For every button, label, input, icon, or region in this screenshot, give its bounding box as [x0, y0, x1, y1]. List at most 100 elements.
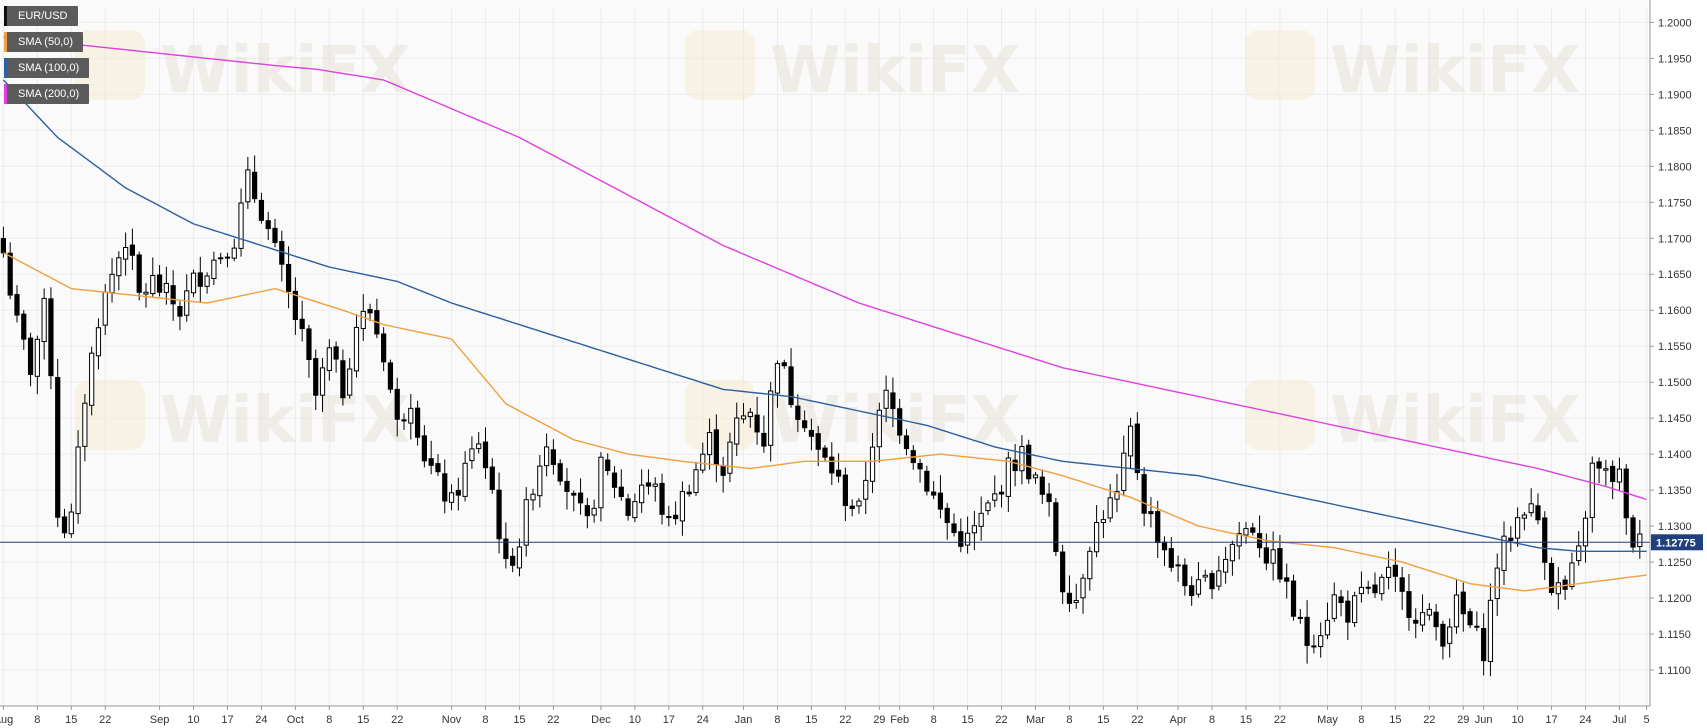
x-tick-label: 15 [805, 714, 817, 726]
y-tick-label: 1.1300 [1658, 521, 1692, 533]
candle [482, 427, 489, 479]
candle-body [1229, 543, 1236, 562]
candle-body [448, 492, 455, 503]
candle [754, 396, 760, 445]
candle-body [224, 256, 231, 259]
x-tick-label: 22 [995, 714, 1007, 726]
candle-body [740, 415, 747, 420]
grid [0, 8, 1650, 706]
candle [1352, 591, 1358, 628]
candle-body [1399, 577, 1405, 592]
x-tick-label: 8 [931, 714, 937, 726]
candle-body [1087, 550, 1093, 580]
candle [61, 508, 68, 539]
candle [842, 467, 848, 521]
candle [489, 458, 495, 494]
candle-body [326, 347, 332, 371]
candle-body [190, 272, 197, 294]
candle-body [1134, 423, 1140, 474]
candle-body [510, 555, 516, 566]
candle-body [727, 441, 733, 474]
candle [442, 459, 448, 514]
candle [516, 538, 523, 577]
candle-body [177, 306, 183, 317]
candle [544, 433, 550, 477]
candle [693, 461, 699, 496]
candle-body [1189, 585, 1195, 597]
candle-body [679, 491, 686, 522]
candle-body [197, 272, 203, 287]
candle [285, 246, 292, 309]
candle [1453, 578, 1460, 634]
candle [1481, 613, 1487, 676]
candle-body [265, 220, 271, 230]
candle [1426, 602, 1432, 621]
candle [1304, 600, 1310, 664]
candle [224, 252, 231, 268]
candle [1447, 618, 1453, 658]
y-tick-label: 1.1100 [1658, 665, 1691, 677]
sma-50-line [3, 252, 1647, 592]
candle [116, 251, 122, 291]
candle [856, 498, 862, 514]
candle-body [1168, 548, 1174, 568]
candle-body [129, 244, 136, 256]
candle [469, 436, 475, 469]
candle-body [564, 480, 570, 492]
candle-body [1032, 474, 1039, 479]
candle [1053, 497, 1059, 557]
candle-body [238, 202, 244, 249]
candle [1521, 511, 1527, 531]
candle-body [673, 514, 679, 520]
candle-body [252, 171, 258, 200]
candle [1073, 583, 1079, 609]
candle [1392, 548, 1398, 592]
candle-body [863, 479, 869, 500]
candle [129, 228, 136, 270]
candle-body [1223, 558, 1229, 573]
candle-body [333, 346, 339, 360]
candle-body [421, 435, 427, 462]
candle-body [1060, 551, 1066, 593]
candle [238, 188, 244, 257]
legend-label: EUR/USD [18, 10, 68, 22]
candle [727, 432, 733, 483]
candle [170, 270, 176, 321]
candle [245, 156, 251, 209]
candle-body [1345, 600, 1351, 623]
candle [1060, 544, 1066, 604]
candle-body [1379, 576, 1385, 595]
x-tick-label: Apr [1170, 714, 1187, 726]
candle [299, 300, 305, 342]
candle [272, 218, 278, 248]
candle-body [27, 337, 34, 375]
candle [510, 548, 516, 573]
candle-body [136, 254, 142, 293]
candle [1338, 589, 1344, 617]
candle-body [1236, 532, 1242, 547]
candle-body [401, 419, 407, 422]
candle [985, 499, 991, 515]
candle [1263, 533, 1269, 571]
x-tick-label: 8 [482, 714, 488, 726]
candle-body [143, 291, 149, 295]
last-price-tag [1651, 534, 1703, 551]
candle-body [781, 362, 787, 367]
legend-label: SMA (50,0) [18, 36, 74, 48]
candle [591, 499, 597, 523]
candle [197, 256, 203, 303]
x-tick-label: Oct [287, 714, 304, 726]
candle [1413, 608, 1419, 639]
candle-body [645, 482, 652, 487]
candle-body [931, 491, 937, 496]
candle [863, 461, 869, 515]
candle-body [1548, 562, 1555, 593]
candle [618, 469, 624, 501]
candle [700, 442, 706, 474]
moving-averages [2, 36, 1647, 592]
candle-body [537, 465, 543, 497]
candle-body [958, 531, 964, 547]
candle-body [577, 492, 584, 504]
candle-body [625, 498, 631, 516]
candle-body [951, 523, 957, 534]
